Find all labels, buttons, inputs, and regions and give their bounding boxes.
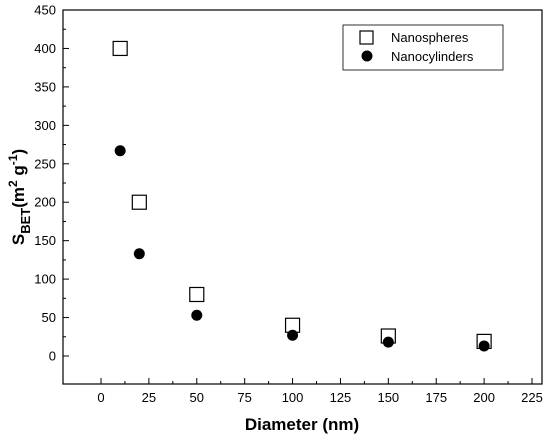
x-tick-label: 75 <box>237 390 251 405</box>
x-axis-title: Diameter (nm) <box>245 415 359 434</box>
nanocylinders-point <box>133 248 145 260</box>
nanocylinders-point <box>382 336 394 348</box>
legend-label-nanospheres: Nanospheres <box>391 30 469 45</box>
tick-labels: 0 25 50 75 100 125 150 175 200 225 0 50 100 150 200 250… <box>34 3 543 406</box>
x-tick-label: 100 <box>282 390 304 405</box>
y-axis-title-supneg: -1 <box>6 154 20 165</box>
y-tick-label: 0 <box>49 349 56 364</box>
x-tick-label: 200 <box>473 390 495 405</box>
y-axis-title-rest: (m <box>9 187 28 208</box>
x-tick-label: 175 <box>425 390 447 405</box>
y-tick-label: 350 <box>34 79 56 94</box>
y-axis-title: SBET(m2 g-1) <box>6 149 33 245</box>
y-tick-label: 150 <box>34 233 56 248</box>
data-points <box>112 40 492 352</box>
y-axis-title-g: g <box>9 165 28 180</box>
nanocylinders-point <box>287 329 299 341</box>
y-tick-label: 450 <box>34 3 56 18</box>
nanospheres-point <box>112 40 128 57</box>
x-tick-label: 0 <box>97 390 104 405</box>
y-tick-label: 250 <box>34 156 56 171</box>
nanocylinders-point <box>478 340 490 352</box>
x-tick-label: 225 <box>521 390 543 405</box>
y-tick-label: 400 <box>34 41 56 56</box>
y-tick-label: 100 <box>34 272 56 287</box>
nanospheres-point <box>131 194 147 210</box>
plot-frame <box>62 9 543 385</box>
nanocylinders-point <box>114 145 126 157</box>
x-tick-label: 125 <box>330 390 352 405</box>
x-tick-label: 25 <box>142 390 156 405</box>
y-tick-label: 50 <box>42 310 56 325</box>
legend-marker-nanocylinders <box>361 50 373 62</box>
legend-marker-nanospheres <box>359 30 374 45</box>
y-axis-title-sub: BET <box>18 208 33 234</box>
y-tick-label: 200 <box>34 195 56 210</box>
y-axis-title-sup2: 2 <box>6 180 20 187</box>
y-tick-label: 300 <box>34 118 56 133</box>
x-tick-label: 50 <box>190 390 204 405</box>
legend-label-nanocylinders: Nanocylinders <box>391 49 474 64</box>
axis-ticks <box>63 9 533 384</box>
nanocylinders-point <box>191 309 203 321</box>
y-axis-title-main: S <box>9 234 28 245</box>
legend: Nanospheres Nanocylinders <box>342 24 504 71</box>
y-axis-title-close: ) <box>9 149 28 155</box>
x-tick-label: 150 <box>377 390 399 405</box>
nanospheres-point <box>189 286 205 303</box>
